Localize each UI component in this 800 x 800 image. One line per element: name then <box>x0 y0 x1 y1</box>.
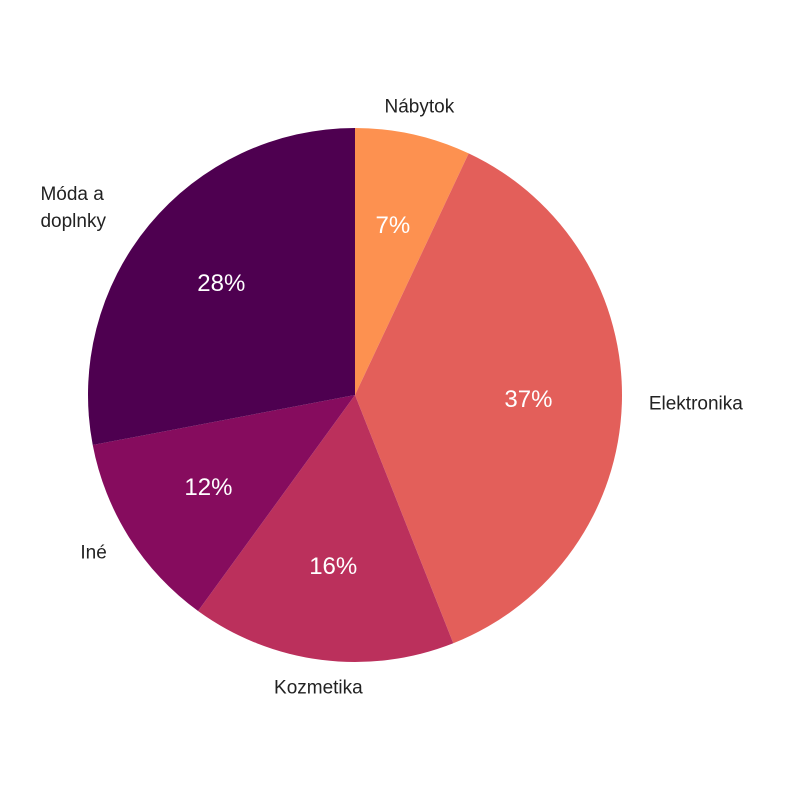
value-label: 16% <box>309 553 358 581</box>
value-label: 28% <box>197 270 246 298</box>
category-label: Iné <box>80 542 107 564</box>
category-label: Móda a doplnky <box>40 183 106 232</box>
pie-slice <box>355 153 622 644</box>
value-label: 37% <box>504 386 553 414</box>
category-label: Kozmetika <box>274 677 363 699</box>
category-label: Nábytok <box>384 96 455 118</box>
category-label: Elektronika <box>648 393 743 415</box>
pie-slice <box>198 395 454 662</box>
value-label: 7% <box>375 211 411 239</box>
pie-slice <box>355 128 469 395</box>
value-label: 12% <box>184 473 233 501</box>
pie-slice <box>87 128 355 446</box>
pie-slice <box>92 395 355 612</box>
